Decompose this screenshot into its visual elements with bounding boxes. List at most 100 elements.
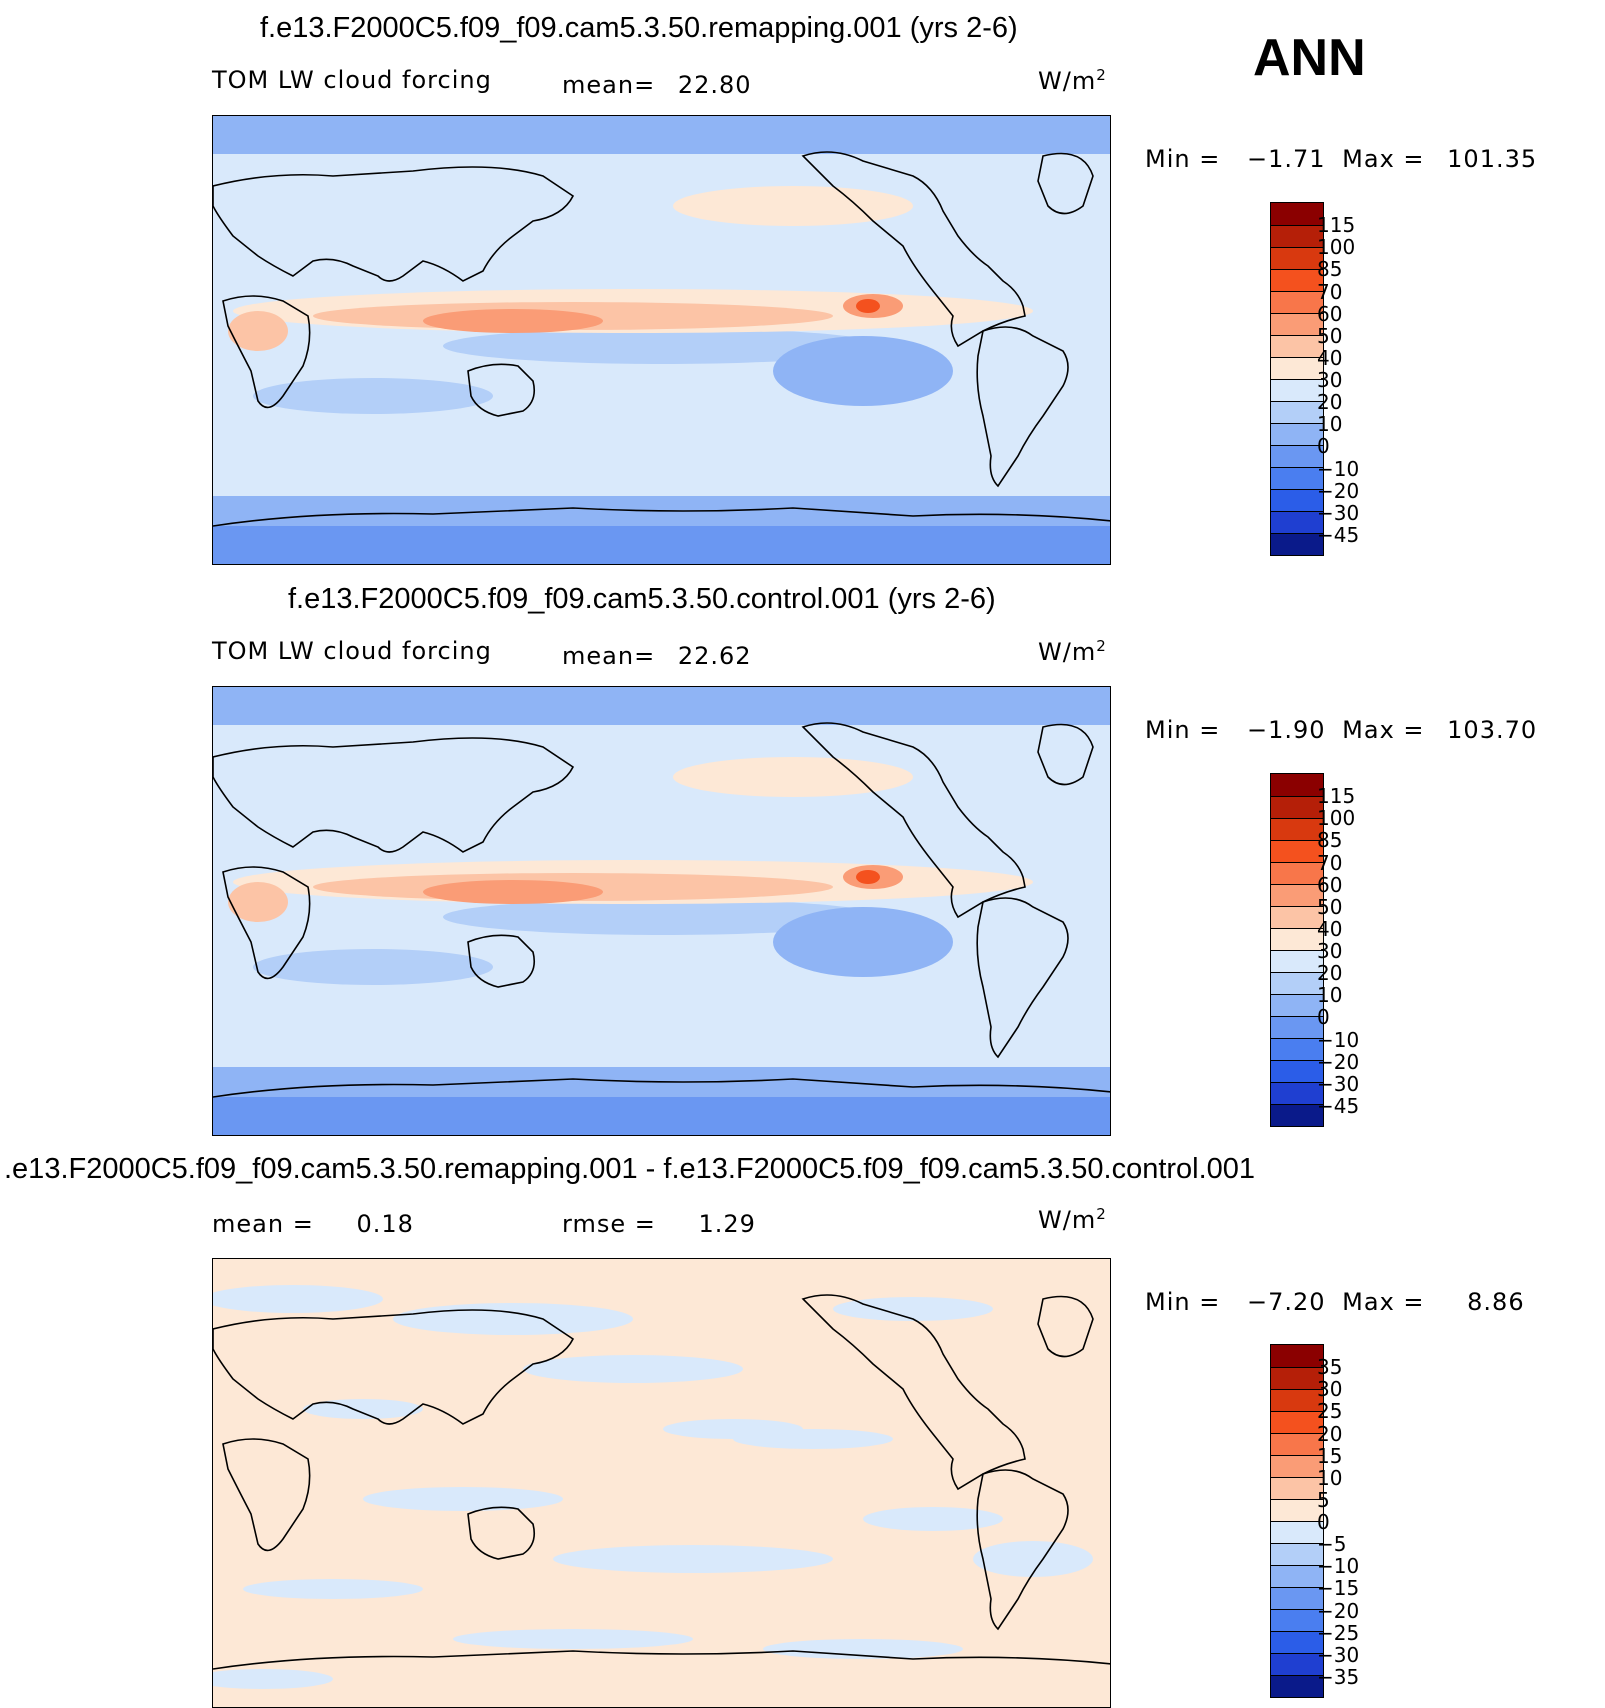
mean-label: mean= 22.62 <box>562 642 752 670</box>
colorbar-segment <box>1271 313 1323 335</box>
coastline <box>222 295 311 409</box>
colorbar-segment <box>1271 950 1323 972</box>
coastline <box>467 1506 536 1560</box>
coastline <box>213 737 575 853</box>
colorbar-tick-label: 85 <box>1317 257 1343 282</box>
min-value: −1.90 <box>1246 716 1326 744</box>
colorbar-tick-label: −30 <box>1317 500 1360 525</box>
arctic-band <box>213 116 1110 154</box>
colorbar-segment <box>1271 1675 1323 1697</box>
colorbar-tick-label: 40 <box>1317 345 1343 370</box>
minmax-readout: Min = −1.90 Max = 103.70 <box>1145 716 1537 744</box>
colorbar-segment <box>1271 269 1323 291</box>
diff-negative-patch <box>213 1669 333 1689</box>
colorbar-segment <box>1271 1499 1323 1521</box>
units-text: W/m <box>1038 1206 1097 1234</box>
coastline <box>976 1469 1069 1631</box>
colorbar-tick-label: 0 <box>1317 1510 1330 1534</box>
central-america-hot <box>856 870 880 884</box>
colorbar-tick-label: 85 <box>1317 828 1343 853</box>
coastline <box>222 866 311 980</box>
coastline <box>213 1309 575 1425</box>
diff-negative-patch <box>663 1419 803 1439</box>
coastline <box>467 363 536 417</box>
colorbar-segment <box>1271 1587 1323 1609</box>
mean-label-text: mean= <box>562 642 656 670</box>
colorbar-tick-label: 50 <box>1317 894 1343 919</box>
diff-negative-patch <box>863 1507 1003 1531</box>
colorbar-segment <box>1271 1060 1323 1082</box>
antarctic-band <box>213 1097 1110 1135</box>
field-label: TOM LW cloud forcing <box>212 637 492 665</box>
indian-ocean-low <box>253 949 493 985</box>
rmse-text: rmse = <box>562 1210 656 1238</box>
min-value: −1.71 <box>1246 145 1326 173</box>
units-label: W/m2 <box>1038 637 1107 666</box>
colorbar-tick-label: 20 <box>1317 961 1343 986</box>
colorbar-tick-label: 100 <box>1317 235 1356 260</box>
diff-negative-patch <box>453 1629 693 1649</box>
colorbar-segment <box>1271 1345 1323 1367</box>
colorbar-segment <box>1271 1653 1323 1675</box>
minmax-readout: Min = −7.20 Max = 8.86 <box>1145 1288 1525 1316</box>
min-label: Min = <box>1145 1288 1221 1316</box>
mean-label: mean= 22.80 <box>562 71 752 99</box>
colorbar-segment <box>1271 291 1323 313</box>
rmse-value: 1.29 <box>698 1210 756 1238</box>
colorbar-segment <box>1271 379 1323 401</box>
coastline <box>801 722 1026 919</box>
colorbar-segment <box>1271 467 1323 489</box>
colorbar-segment <box>1271 1521 1323 1543</box>
colorbar-tick-label: 30 <box>1317 939 1343 963</box>
max-value: 101.35 <box>1447 145 1538 173</box>
units-text: W/m <box>1038 67 1097 95</box>
colorbar-tick-label: 0 <box>1317 434 1330 459</box>
diff-mean-label: mean = 0.18 <box>212 1210 414 1238</box>
min-label: Min = <box>1145 716 1221 744</box>
colorbar-tick-label: 115 <box>1317 213 1356 238</box>
colorbar-tick-label: −10 <box>1317 1554 1360 1579</box>
coastlines <box>213 1294 1110 1670</box>
colorbar-tick-label: −35 <box>1317 1664 1360 1689</box>
colorbar-tick-label: −20 <box>1317 1049 1360 1074</box>
colorbar-segment <box>1271 401 1323 423</box>
colorbar-tick-label: −30 <box>1317 1642 1360 1667</box>
colorbar-tick-label: 50 <box>1317 323 1343 348</box>
map-remapping-svg <box>213 116 1110 564</box>
diff-negative-patch <box>553 1545 833 1573</box>
storm-track-cream <box>673 186 913 226</box>
max-label: Max = <box>1342 716 1425 744</box>
rmse-label: rmse = 1.29 <box>562 1210 756 1238</box>
subtropical-low <box>443 328 883 364</box>
diff-negative-patch <box>763 1639 963 1659</box>
colorbar-tick-label: −5 <box>1317 1532 1347 1557</box>
coastline <box>801 151 1026 348</box>
mean-value: 22.62 <box>677 642 752 670</box>
colorbar-tick-label: 40 <box>1317 916 1343 941</box>
field-label: TOM LW cloud forcing <box>212 66 492 94</box>
map-difference-svg <box>213 1259 1110 1707</box>
se-pacific-low <box>773 907 953 977</box>
colorbar-tick-label: 60 <box>1317 872 1343 897</box>
coastline <box>213 166 575 282</box>
colorbar-tick-label: 5 <box>1317 1487 1330 1512</box>
colorbar-tick-label: 115 <box>1317 784 1356 809</box>
coastlines <box>213 722 1110 1098</box>
colorbar-segment <box>1271 994 1323 1016</box>
colorbar-remapping <box>1270 202 1324 556</box>
colorbar-difference <box>1270 1344 1324 1698</box>
colorbar-segment <box>1271 533 1323 555</box>
coastline <box>213 1078 1110 1098</box>
colorbar-segment <box>1271 445 1323 467</box>
colorbar-segment <box>1271 884 1323 906</box>
colorbar-segment <box>1271 1104 1323 1126</box>
colorbar-segment <box>1271 840 1323 862</box>
colorbar-segment <box>1271 203 1323 225</box>
colorbar-segment <box>1271 1433 1323 1455</box>
colorbar-tick-label: 70 <box>1317 850 1343 875</box>
diff-negative-patch <box>833 1297 993 1321</box>
units-exponent: 2 <box>1096 1205 1107 1223</box>
colorbar-segment <box>1271 1411 1323 1433</box>
mean-label-text: mean= <box>562 71 656 99</box>
max-value: 8.86 <box>1467 1288 1525 1316</box>
